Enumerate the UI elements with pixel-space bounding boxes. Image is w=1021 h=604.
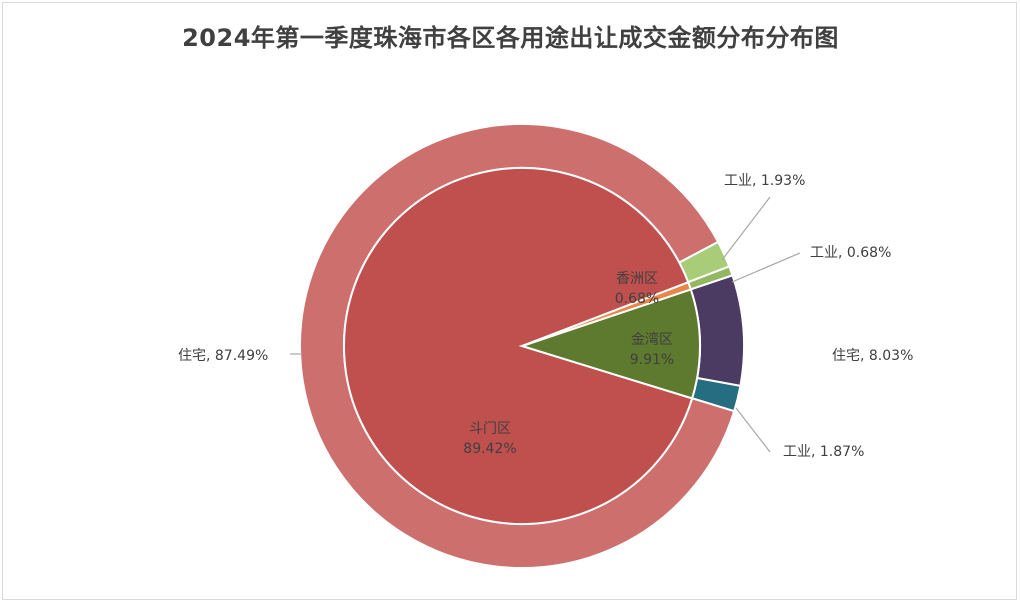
leader-line-1 [721, 196, 771, 261]
leader-line-4 [735, 407, 771, 453]
inner-pie [343, 167, 701, 525]
inner-jinwan-label-value: 9.91% [630, 352, 674, 368]
data-labels: 斗门区 89.42% 金湾区 9.91% 香洲区 0.68% 住宅, 87.49% 工业, 1… [178, 173, 913, 460]
inner-xiangzhou-label-value: 0.68% [615, 291, 659, 307]
chart-title: 2024年第一季度珠海市各区各用途出让成交金额分布分布图 [182, 24, 839, 52]
inner-doumen [343, 167, 694, 525]
inner-xiangzhou-label-name: 香洲区 [616, 271, 658, 287]
inner-doumen-label-value: 89.42% [463, 441, 516, 457]
inner-doumen-label-name: 斗门区 [469, 421, 511, 437]
outer-doumen-industrial-label: 工业, 1.93% [724, 173, 805, 189]
inner-jinwan-label-name: 金湾区 [631, 331, 673, 348]
leader-line-2 [731, 252, 801, 283]
outer-xiangzhou-industrial-label: 工业, 0.68% [810, 245, 891, 261]
outer-jinwan-residential-label: 住宅, 8.03% [832, 348, 913, 364]
inner-jinwan [518, 288, 701, 400]
leader-lines [290, 196, 801, 453]
outer-jinwan-industrial-label: 工业, 1.87% [783, 444, 864, 460]
inner-xiangzhou [521, 281, 693, 347]
outer-doumen-residential-label: 住宅, 87.49% [178, 348, 268, 364]
